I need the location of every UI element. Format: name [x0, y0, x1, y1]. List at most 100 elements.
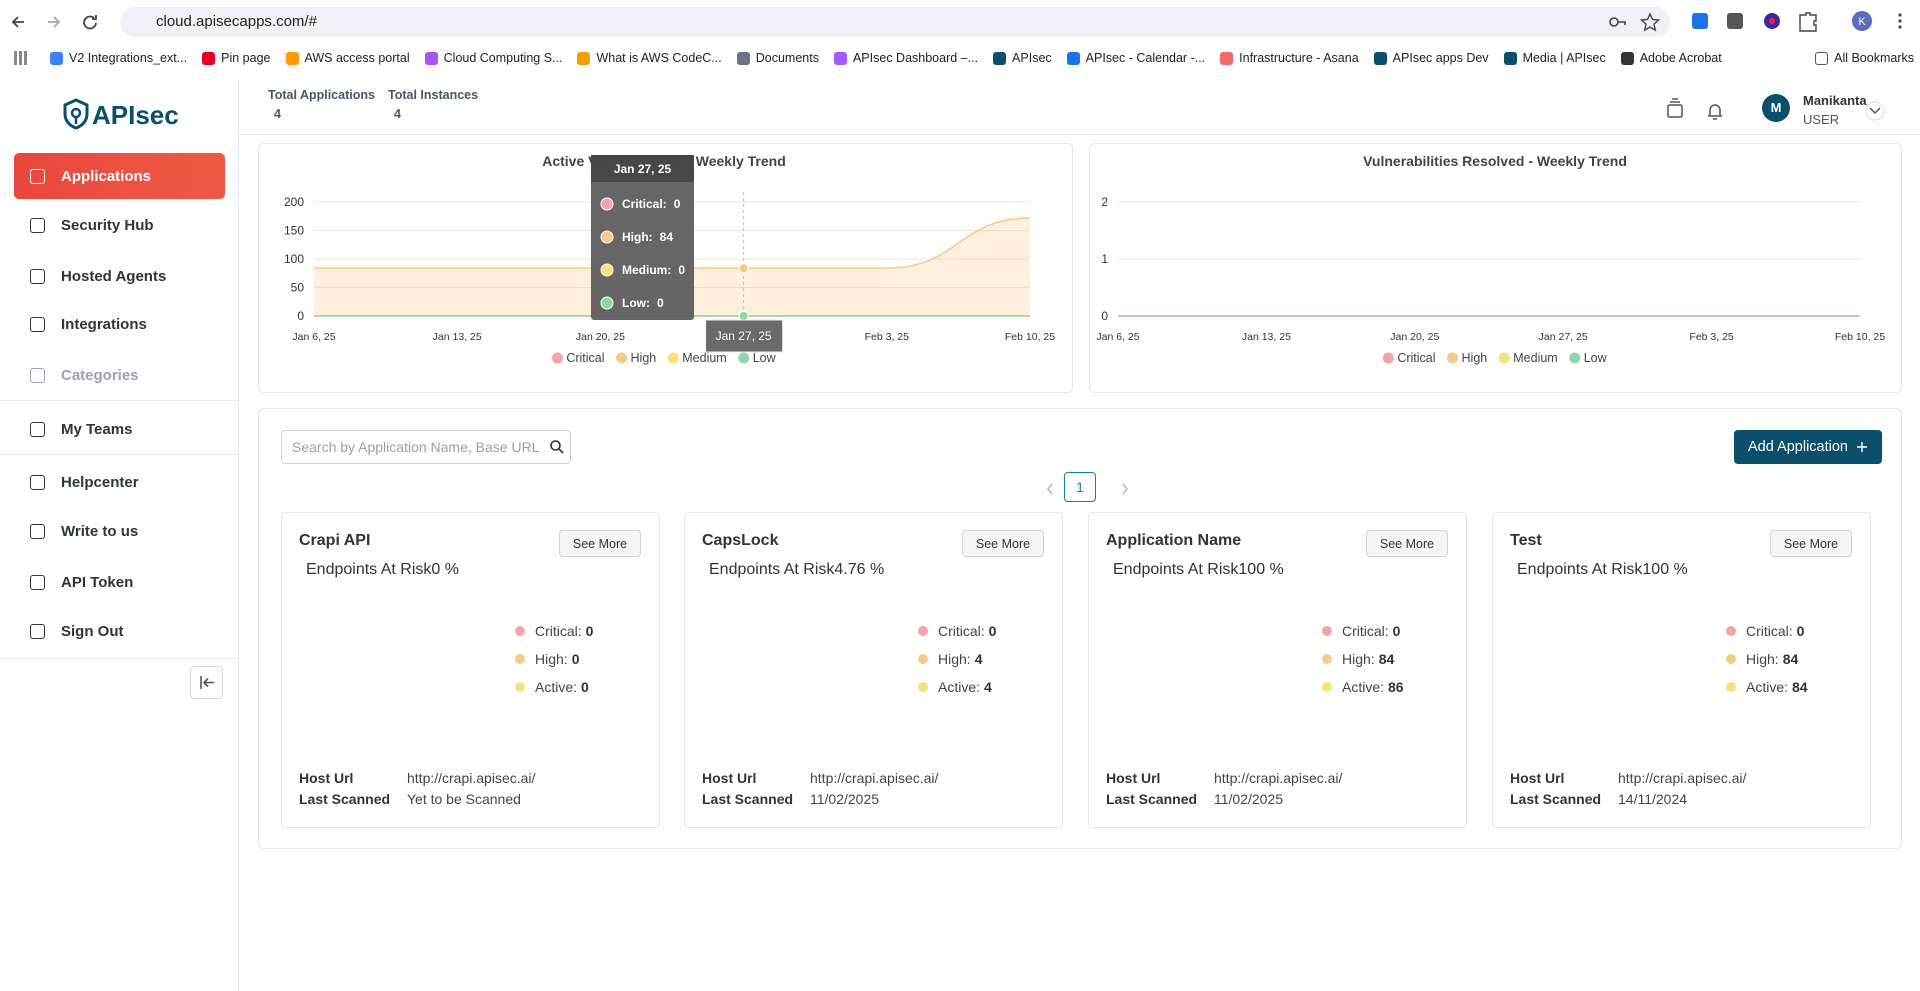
metric-row: Active:86: [1322, 679, 1404, 695]
add-application-button[interactable]: Add Application: [1734, 430, 1882, 464]
bookmark-label: APIsec: [1012, 51, 1052, 65]
bookmark-label: Documents: [756, 51, 819, 65]
app-name: CapsLock: [702, 532, 778, 550]
bookmark[interactable]: What is AWS CodeC...: [577, 51, 721, 65]
collapse-button[interactable]: [190, 666, 223, 699]
y-tick-label: 200: [284, 195, 304, 209]
avatar[interactable]: M: [1762, 94, 1790, 122]
nav-item[interactable]: Write to us: [14, 508, 225, 554]
nav-item[interactable]: Helpcenter: [14, 459, 225, 505]
divider: [0, 658, 239, 659]
nav-item[interactable]: Sign Out: [14, 608, 225, 654]
metric-dot: [918, 654, 928, 664]
bookmark[interactable]: APIsec: [993, 51, 1052, 65]
metric-label: Active:: [1746, 679, 1788, 695]
nav-item[interactable]: Integrations: [14, 301, 225, 347]
add-application-label: Add Application: [1748, 439, 1848, 455]
bookmark-label: Media | APIsec: [1523, 51, 1606, 65]
metric-row: High:0: [515, 651, 579, 667]
nav-item[interactable]: Categories: [14, 352, 225, 398]
field-label: Host Url: [1106, 770, 1160, 786]
x-tick-label: Feb 10, 25: [1835, 331, 1885, 343]
bookmark-label: Adobe Acrobat: [1640, 51, 1722, 65]
metric-dot: [515, 682, 525, 692]
see-more-button[interactable]: See More: [1770, 530, 1852, 557]
stat-value: 4: [394, 107, 401, 121]
bookmark[interactable]: Adobe Acrobat: [1621, 51, 1722, 65]
nav-item[interactable]: Applications: [14, 153, 225, 199]
tooltip-value: 0: [674, 197, 681, 211]
bookmark[interactable]: AWS access portal: [286, 51, 410, 65]
all-bookmarks[interactable]: All Bookmarks: [1815, 51, 1914, 65]
search-input[interactable]: Search by Application Name, Base URL: [281, 430, 571, 464]
bookmark-icon: [1374, 52, 1387, 65]
legend-marker: [616, 353, 627, 364]
nav-item[interactable]: My Teams: [14, 406, 225, 452]
metric-label: High:: [938, 651, 971, 667]
y-tick-label: 0: [297, 309, 304, 323]
donut-label: Endpoints At Risk: [1517, 561, 1642, 578]
nav-icon: [30, 368, 45, 383]
field-value: http://crapi.apisec.ai/: [407, 770, 535, 786]
bookmark[interactable]: Cloud Computing S...: [425, 51, 563, 65]
header-divider: [239, 134, 1920, 135]
metric-dot: [515, 626, 525, 636]
metric-value: 0: [581, 679, 589, 695]
browser-icons: K: [1600, 11, 1910, 33]
chart-card: Vulnerabilities Resolved - Weekly Trend0…: [1089, 143, 1902, 393]
metric-row: Active:4: [918, 679, 992, 695]
y-tick-label: 150: [284, 224, 304, 238]
legend-marker: [738, 353, 749, 364]
x-tick-label: Jan 20, 25: [576, 331, 625, 343]
donut: Endpoints At Risk4.76 %: [709, 561, 884, 579]
bookmark[interactable]: APIsec - Calendar -...: [1067, 51, 1206, 65]
see-more-button[interactable]: See More: [559, 530, 641, 557]
see-more-button[interactable]: See More: [962, 530, 1044, 557]
metric-value: 4: [984, 679, 992, 695]
metric-label: Active:: [1342, 679, 1384, 695]
bookmark-label: APIsec Dashboard –...: [853, 51, 978, 65]
nav-label: Security Hub: [61, 217, 154, 234]
bookmark[interactable]: Media | APIsec: [1504, 51, 1606, 65]
bookmark[interactable]: APIsec Dashboard –...: [834, 51, 978, 65]
bookmark[interactable]: Pin page: [202, 51, 270, 65]
legend-label: Low: [1584, 351, 1608, 365]
x-tick-label: Feb 3, 25: [1689, 331, 1734, 343]
legend-label: High: [1462, 351, 1488, 365]
legend-marker: [668, 353, 679, 364]
x-tick-label: Jan 20, 25: [1390, 331, 1439, 343]
chart: Active Vulnerabilities - Weekly Trend050…: [259, 144, 1074, 394]
chart: Vulnerabilities Resolved - Weekly Trend0…: [1090, 144, 1903, 394]
donut: Endpoints At Risk100 %: [1113, 561, 1284, 579]
bookmark[interactable]: Infrastructure - Asana: [1220, 51, 1359, 65]
field-value: 14/11/2024: [1618, 791, 1687, 807]
nav-item[interactable]: Security Hub: [14, 202, 225, 248]
bookmark[interactable]: APIsec apps Dev: [1374, 51, 1489, 65]
y-tick-label: 0: [1101, 309, 1108, 323]
tooltip-marker: [601, 297, 613, 309]
bookmark[interactable]: V2 Integrations_ext...: [50, 51, 187, 65]
bookmark[interactable]: Documents: [737, 51, 819, 65]
nav-icon: [30, 422, 45, 437]
nav-label: Write to us: [61, 523, 138, 540]
bookmark-icon: [425, 52, 438, 65]
bookmark-icon: [286, 52, 299, 65]
see-more-button[interactable]: See More: [1366, 530, 1448, 557]
metric-row: Critical:0: [918, 623, 996, 639]
bookmark-icon: [1067, 52, 1080, 65]
nav-item[interactable]: Hosted Agents: [14, 253, 225, 299]
stat-value: 4: [274, 107, 281, 121]
nav-buttons[interactable]: [10, 12, 100, 32]
nav-label: API Token: [61, 574, 133, 591]
x-tick-label: Jan 6, 25: [1096, 331, 1139, 343]
metric-label: High:: [1342, 651, 1375, 667]
logo-icon: [62, 98, 90, 130]
address-bar[interactable]: cloud.apisecapps.com/#: [120, 7, 1670, 37]
metric-label: High:: [1746, 651, 1779, 667]
donut-value: 4.76 %: [834, 561, 884, 578]
page-number[interactable]: 1: [1064, 472, 1096, 502]
metric-dot: [1322, 626, 1332, 636]
nav-item[interactable]: API Token: [14, 559, 225, 605]
field-value: http://crapi.apisec.ai/: [810, 770, 938, 786]
metric-dot: [918, 626, 928, 636]
